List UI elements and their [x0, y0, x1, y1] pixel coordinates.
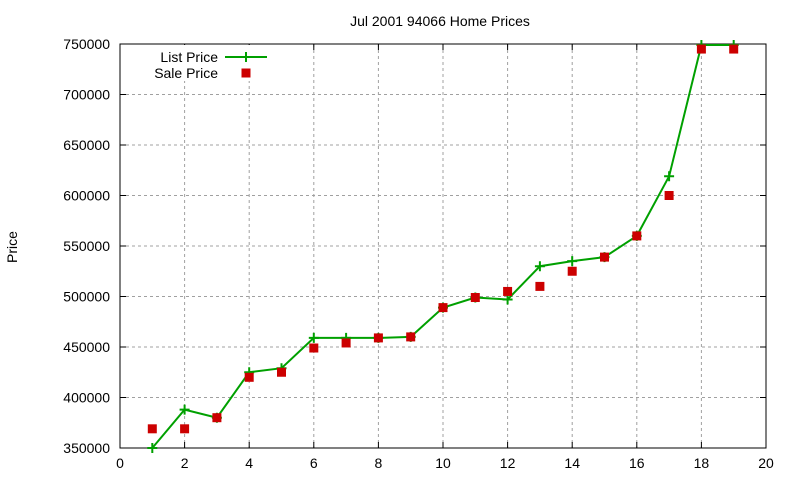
legend-label: List Price [160, 49, 218, 65]
x-tick-label: 6 [310, 455, 318, 471]
square-marker [147, 424, 157, 434]
square-marker [470, 293, 480, 303]
x-tick-label: 0 [116, 455, 124, 471]
square-marker [632, 231, 642, 241]
square-marker [244, 372, 254, 382]
y-tick-label: 750000 [63, 36, 110, 52]
x-tick-label: 16 [629, 455, 645, 471]
square-marker [277, 367, 286, 377]
series-sale-price [147, 44, 739, 434]
legend-square-swatch [241, 68, 251, 78]
x-tick-label: 12 [500, 455, 516, 471]
y-axis: 350000 400000 450000 500000 550000 600000 6500… [63, 36, 766, 456]
square-marker [503, 286, 513, 296]
y-tick-label: 550000 [63, 238, 110, 254]
y-tick-label: 350000 [63, 440, 110, 456]
square-marker [309, 343, 319, 353]
square-marker [600, 252, 609, 262]
square-marker [180, 424, 190, 434]
plus-marker [664, 171, 675, 182]
y-axis-label: Price [4, 231, 20, 263]
x-tick-label: 2 [181, 455, 189, 471]
square-marker [696, 44, 706, 54]
square-marker [567, 266, 577, 276]
plus-marker [567, 256, 578, 267]
y-tick-label: 450000 [63, 339, 110, 355]
square-marker [212, 413, 222, 423]
square-marker [729, 44, 739, 54]
square-marker [373, 333, 383, 343]
square-marker [664, 191, 674, 200]
plus-marker [308, 332, 319, 343]
y-tick-label: 700000 [63, 87, 110, 103]
x-tick-label: 4 [245, 455, 253, 471]
y-tick-label: 400000 [63, 390, 110, 406]
plus-marker [147, 443, 158, 453]
series-layer [147, 40, 739, 453]
plus-marker [502, 294, 513, 305]
grid-lines [120, 44, 766, 448]
series-list-price [147, 40, 739, 453]
square-marker [341, 338, 351, 348]
square-marker [438, 303, 448, 313]
plus-marker [179, 404, 190, 415]
y-tick-label: 500000 [63, 289, 110, 305]
x-tick-label: 20 [758, 455, 774, 471]
y-tick-label: 650000 [63, 137, 110, 153]
chart-title: Jul 2001 94066 Home Prices [350, 13, 530, 29]
square-marker [406, 332, 416, 342]
x-tick-label: 18 [694, 455, 710, 471]
plus-marker [241, 52, 251, 62]
square-marker [535, 281, 545, 291]
x-axis: 0 2 4 6 8 10 12 14 16 18 20 [116, 44, 774, 471]
plus-marker [534, 261, 545, 272]
legend-label: Sale Price [154, 65, 218, 81]
x-tick-label: 14 [564, 455, 580, 471]
x-tick-label: 8 [375, 455, 383, 471]
y-tick-label: 600000 [63, 188, 110, 204]
x-tick-label: 10 [435, 455, 451, 471]
